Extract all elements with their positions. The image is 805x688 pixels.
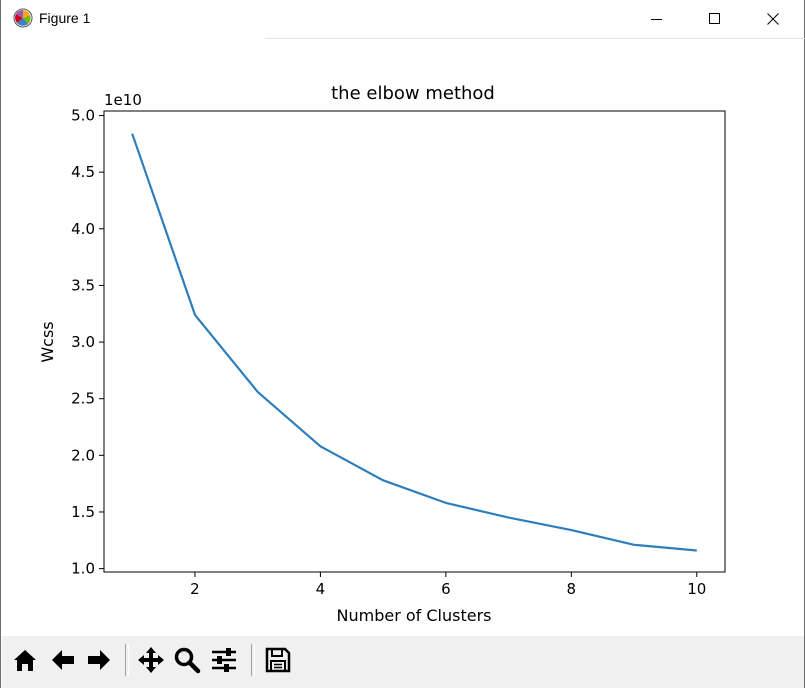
- chart-title: the elbow method: [331, 83, 495, 104]
- plot-area: [103, 110, 726, 573]
- matplotlib-logo-icon: [13, 8, 33, 28]
- home-icon: [14, 650, 36, 671]
- x-tick-label: 2: [190, 580, 200, 598]
- x-tick-label: 4: [316, 580, 326, 598]
- configure-subplots-button[interactable]: [207, 642, 241, 678]
- x-axis-label: Number of Clusters: [337, 606, 492, 625]
- y-tick-label: 3.0: [71, 333, 95, 351]
- y-tick-label: 4.5: [71, 163, 95, 181]
- configure-subplots-icon: [212, 648, 236, 672]
- toolbar-separator: [251, 644, 255, 676]
- series-layer: [131, 133, 697, 552]
- series-line: [131, 133, 697, 552]
- maximize-button[interactable]: [686, 0, 744, 38]
- home-button[interactable]: [8, 642, 42, 678]
- pan-button[interactable]: [134, 642, 168, 678]
- figure-canvas[interactable]: the elbow method 1e10 2 4 6 8 10 1.0 1.5 2.0 2.…: [2, 39, 804, 636]
- y-tick-label: 2.0: [71, 446, 95, 464]
- back-arrow-icon: [52, 650, 74, 670]
- y-tick-label: 3.5: [71, 276, 95, 294]
- save-button[interactable]: [261, 642, 295, 678]
- y-tick-label: 5.0: [71, 107, 95, 125]
- y-offset-label: 1e10: [104, 91, 142, 109]
- y-axis-label: Wcss: [38, 321, 57, 362]
- y-tick-label: 2.5: [71, 390, 95, 408]
- y-tick-label: 1.5: [71, 503, 95, 521]
- minimize-icon: [651, 19, 662, 20]
- forward-button[interactable]: [82, 642, 116, 678]
- window-title: Figure 1: [39, 10, 91, 26]
- navigation-toolbar: [2, 636, 804, 688]
- toolbar-separator: [125, 644, 129, 676]
- zoom-icon: [174, 647, 201, 674]
- save-icon: [265, 647, 291, 673]
- forward-arrow-icon: [88, 650, 110, 670]
- back-button[interactable]: [46, 642, 80, 678]
- close-icon: [767, 13, 779, 25]
- title-bar[interactable]: Figure 1: [1, 0, 804, 38]
- maximize-icon: [709, 13, 720, 24]
- y-axis: 1.0 1.5 2.0 2.5 3.0 3.5 4.0 4.5 5.0: [71, 107, 104, 578]
- pan-icon: [138, 647, 164, 673]
- zoom-button[interactable]: [170, 642, 204, 678]
- minimize-button[interactable]: [628, 0, 686, 38]
- title-divider: [265, 38, 805, 39]
- y-tick-label: 4.0: [71, 220, 95, 238]
- close-button[interactable]: [744, 0, 802, 38]
- x-axis: 2 4 6 8 10: [190, 572, 706, 598]
- x-tick-label: 8: [567, 580, 577, 598]
- x-tick-label: 10: [687, 580, 706, 598]
- y-tick-label: 1.0: [71, 560, 95, 578]
- x-tick-label: 6: [441, 580, 451, 598]
- line-chart[interactable]: the elbow method 1e10 2 4 6 8 10 1.0 1.5 2.0 2.…: [2, 39, 804, 636]
